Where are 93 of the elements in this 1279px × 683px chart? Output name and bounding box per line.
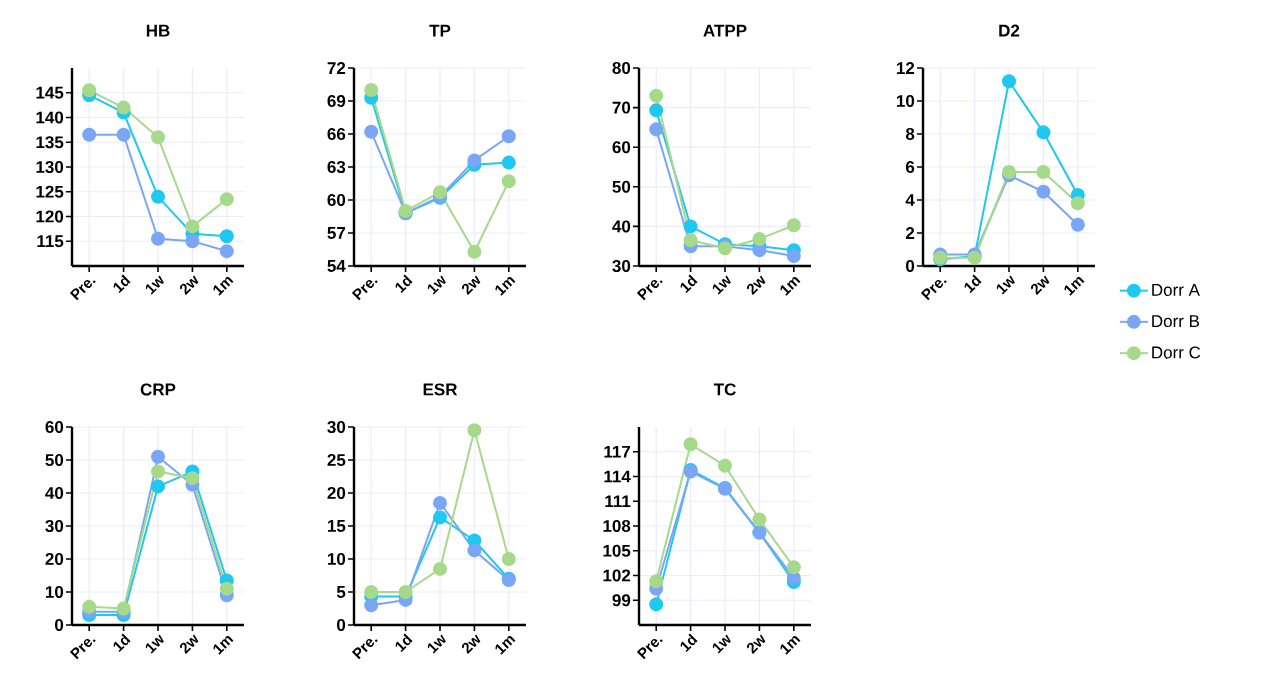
x-tick-label: 1m xyxy=(780,276,801,296)
y-tick-label: 115 xyxy=(37,235,64,248)
chart-title: D2 xyxy=(999,24,1020,37)
y-tick-label: 30 xyxy=(45,519,64,533)
y-tick-label: 6 xyxy=(905,160,915,174)
y-tick-label: 145 xyxy=(36,86,64,99)
x-tick-label: 2w xyxy=(461,275,481,295)
y-tick-label: 50 xyxy=(45,453,64,467)
chart-title: TP xyxy=(429,24,451,37)
y-tick-label: 130 xyxy=(36,160,64,174)
y-tick-label: 120 xyxy=(36,210,64,223)
y-tick-label: 15 xyxy=(327,520,346,532)
x-tick-label: 1d xyxy=(680,274,698,294)
x-tick-label: 1d xyxy=(395,633,413,653)
chart-title: HB xyxy=(146,24,170,37)
x-tick-label: 1d xyxy=(113,633,131,653)
y-tick-label: 140 xyxy=(36,111,64,124)
y-tick-label: 70 xyxy=(612,101,631,114)
legend-label: Dorr B xyxy=(1152,315,1200,328)
x-tick-label: 1d xyxy=(113,274,131,294)
x-tick-label: 1w xyxy=(712,275,731,295)
x-tick-label: 2w xyxy=(1030,275,1050,295)
y-tick-label: 105 xyxy=(603,544,631,557)
y-tick-label: 25 xyxy=(327,453,346,467)
y-tick-label: 72 xyxy=(327,62,346,74)
chart-title: ESR xyxy=(423,383,458,396)
y-tick-label: 54 xyxy=(327,260,346,272)
y-tick-label: 10 xyxy=(45,585,64,599)
x-tick-label: 1w xyxy=(996,275,1015,295)
x-tick-label: Pre. xyxy=(69,639,96,660)
y-tick-label: 66 xyxy=(327,127,346,141)
chart-title: ATPP xyxy=(703,24,747,37)
x-tick-label: Pre. xyxy=(920,280,947,301)
y-tick-label: 111 xyxy=(605,495,631,508)
y-tick-label: 10 xyxy=(896,94,915,108)
y-tick-label: 135 xyxy=(36,136,64,149)
x-tick-label: 1w xyxy=(427,275,446,295)
x-tick-label: Pre. xyxy=(636,639,663,660)
y-tick-label: 114 xyxy=(604,470,631,483)
legend-label: Dorr A xyxy=(1152,284,1200,296)
y-tick-label: 0 xyxy=(55,618,64,632)
x-tick-label: 1m xyxy=(780,635,801,655)
chart-title: CRP xyxy=(140,383,176,396)
x-tick-label: Pre. xyxy=(636,280,663,301)
y-tick-label: 69 xyxy=(327,94,346,108)
y-tick-label: 8 xyxy=(905,127,915,141)
y-tick-label: 80 xyxy=(612,61,631,75)
y-tick-label: 63 xyxy=(327,160,346,174)
y-tick-label: 60 xyxy=(327,193,346,207)
x-tick-label: Pre. xyxy=(351,639,378,660)
chart-title: TC xyxy=(713,383,736,396)
x-tick-label: 2w xyxy=(179,275,199,295)
y-tick-label: 40 xyxy=(45,486,64,500)
x-tick-label: 1w xyxy=(427,634,446,654)
x-tick-label: 2w xyxy=(746,634,766,654)
x-tick-label: Pre. xyxy=(351,280,378,301)
x-tick-label: 2w xyxy=(179,634,199,654)
y-tick-label: 99 xyxy=(612,594,631,607)
x-tick-label: 1d xyxy=(395,274,413,294)
y-tick-label: 20 xyxy=(45,552,64,566)
y-tick-label: 20 xyxy=(327,486,346,500)
legend-label: Dorr C xyxy=(1152,346,1201,359)
x-tick-label: Pre. xyxy=(69,280,96,301)
x-tick-label: 1w xyxy=(145,275,164,295)
y-tick-label: 102 xyxy=(603,569,631,582)
y-tick-label: 0 xyxy=(337,618,346,632)
y-tick-label: 12 xyxy=(896,62,915,74)
x-tick-label: 1d xyxy=(680,633,698,653)
x-tick-label: 1m xyxy=(213,276,234,296)
y-tick-label: 4 xyxy=(905,194,915,206)
y-tick-label: 60 xyxy=(612,141,631,154)
x-tick-label: 1m xyxy=(213,635,234,655)
y-tick-label: 117 xyxy=(604,445,631,458)
x-tick-label: 1w xyxy=(712,634,731,654)
y-tick-label: 5 xyxy=(336,586,346,598)
y-tick-label: 57 xyxy=(327,227,346,239)
x-tick-label: 2w xyxy=(461,634,481,654)
y-tick-label: 40 xyxy=(612,220,631,233)
y-tick-label: 125 xyxy=(36,185,64,198)
x-tick-label: 2w xyxy=(746,275,766,295)
x-tick-label: 1d xyxy=(964,274,982,294)
y-tick-label: 30 xyxy=(327,420,346,434)
x-tick-label: 1m xyxy=(495,635,516,655)
x-tick-label: 1w xyxy=(145,634,164,654)
y-tick-label: 50 xyxy=(612,180,631,193)
y-tick-label: 10 xyxy=(327,552,346,566)
x-tick-label: 1m xyxy=(495,276,516,296)
y-tick-label: 30 xyxy=(612,259,631,273)
y-tick-label: 2 xyxy=(905,227,915,239)
y-tick-label: 108 xyxy=(603,519,631,533)
x-tick-label: 1m xyxy=(1064,276,1085,296)
y-tick-label: 0 xyxy=(906,259,915,273)
y-tick-label: 60 xyxy=(45,420,64,434)
